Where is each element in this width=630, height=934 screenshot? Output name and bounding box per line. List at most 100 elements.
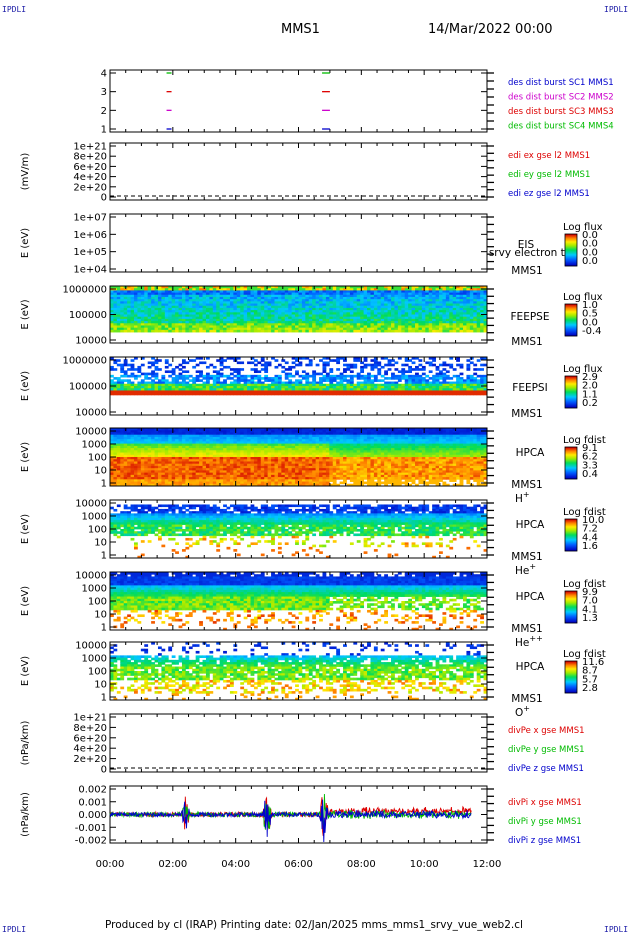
spectrogram-cell <box>229 390 234 394</box>
spectrogram-cell <box>229 461 234 465</box>
spectrogram-cell <box>195 363 200 367</box>
spectrogram-cell <box>195 383 200 387</box>
spectrogram-cell <box>236 472 241 476</box>
spectrogram-cell <box>476 307 481 311</box>
spectrogram-cell <box>291 318 296 322</box>
spectrogram-cell <box>452 390 457 394</box>
spectrogram-cell <box>168 288 173 291</box>
spectrogram-cell <box>267 310 272 313</box>
spectrogram-cell <box>151 299 155 302</box>
spectrogram-cell <box>164 305 169 309</box>
spectrogram-cell <box>271 305 275 309</box>
spectrogram-cell <box>349 323 354 326</box>
spectrogram-cell <box>123 312 128 315</box>
spectrogram-cell <box>380 374 385 378</box>
spectrogram-cell <box>161 474 166 478</box>
spectrogram-cell <box>140 441 145 445</box>
spectrogram-cell <box>164 452 169 456</box>
spectrogram-cell <box>229 316 234 320</box>
spectrogram-cell <box>373 329 378 333</box>
spectrogram-cell <box>483 357 488 360</box>
spectrogram-cell <box>233 392 238 396</box>
spectrogram-cell <box>123 465 128 469</box>
spectrogram-cell <box>164 388 169 391</box>
spectrogram-cell <box>243 286 248 289</box>
spectrogram-cell <box>415 388 419 391</box>
spectrogram-cell <box>284 361 289 365</box>
spectrogram-cell <box>476 288 481 291</box>
spectrogram-cell <box>387 377 392 380</box>
spectrogram-cell <box>349 383 354 387</box>
spectrogram-cell <box>199 292 203 296</box>
spectrogram-cell <box>178 323 183 326</box>
spectrogram-cell <box>295 292 299 296</box>
spectrogram-cell <box>144 303 149 307</box>
spectrogram-cell <box>346 296 351 300</box>
spectrogram-cell <box>349 316 354 320</box>
spectrogram-cell <box>404 325 409 329</box>
spectrogram-cell <box>205 312 210 315</box>
spectrogram-cell <box>411 307 416 311</box>
spectrogram-cell <box>356 290 361 293</box>
spectrogram-cell <box>267 363 272 367</box>
spectrogram-cell <box>181 386 186 389</box>
colorbar-band <box>565 247 577 249</box>
spectrogram-cell <box>205 470 210 474</box>
spectrogram-cell <box>219 296 224 300</box>
spectrogram-cell <box>199 370 203 374</box>
spectrogram-cell <box>315 288 320 291</box>
spectrogram-cell <box>157 441 162 445</box>
spectrogram-cell <box>154 474 159 478</box>
spectrogram-cell <box>123 436 128 440</box>
spectrogram-cell <box>301 323 306 326</box>
spectrogram-cell <box>209 483 214 487</box>
spectrogram-cell <box>480 290 484 293</box>
spectrogram-cell <box>140 381 145 385</box>
spectrogram-cell <box>291 288 296 291</box>
spectrogram-cell <box>271 383 275 387</box>
spectrogram-cell <box>428 288 433 291</box>
spectrogram-cell <box>188 388 193 391</box>
spectrogram-cell <box>137 323 142 326</box>
spectrogram-cell <box>353 301 358 304</box>
spectrogram-cell <box>480 314 484 318</box>
spectrogram-cell <box>205 365 210 369</box>
spectrogram-cell <box>157 481 162 485</box>
spectrogram-cell <box>473 388 478 391</box>
spectrogram-cell <box>233 296 238 300</box>
spectrogram-cell <box>219 292 224 296</box>
spectrogram-cell <box>178 457 183 460</box>
spectrogram-cell <box>133 477 138 480</box>
spectrogram-cell <box>380 286 385 289</box>
spectrogram-cell <box>250 316 255 320</box>
colorbar-band <box>565 305 577 307</box>
spectrogram-cell <box>445 290 450 293</box>
spectrogram-cell <box>480 388 484 391</box>
spectrogram-cell <box>367 301 371 304</box>
spectrogram-cell <box>226 470 231 474</box>
spectrogram-cell <box>195 454 200 458</box>
spectrogram-cell <box>325 323 330 326</box>
spectrogram-cell <box>387 299 392 302</box>
spectrogram-cell <box>370 321 375 324</box>
spectrogram-cell <box>140 325 145 329</box>
spectrogram-cell <box>113 445 118 449</box>
spectrogram-cell <box>157 439 162 442</box>
spectrogram-cell <box>325 314 330 318</box>
spectrogram-cell <box>260 327 265 331</box>
spectrogram-cell <box>291 310 296 313</box>
spectrogram-cell <box>428 286 433 289</box>
spectrogram-cell <box>178 327 183 331</box>
spectrogram-cell <box>281 318 286 322</box>
spectrogram-cell <box>223 329 227 333</box>
spectrogram-cell <box>305 388 310 391</box>
spectrogram-cell <box>260 296 265 300</box>
spectrogram-cell <box>380 329 385 333</box>
spectrogram-cell <box>373 327 378 331</box>
spectrogram-cell <box>123 292 128 296</box>
spectrogram-cell <box>377 370 382 374</box>
spectrogram-cell <box>181 474 186 478</box>
spectrogram-cell <box>418 392 423 396</box>
spectrogram-cell <box>171 445 176 449</box>
spectrogram-cell <box>236 312 241 315</box>
